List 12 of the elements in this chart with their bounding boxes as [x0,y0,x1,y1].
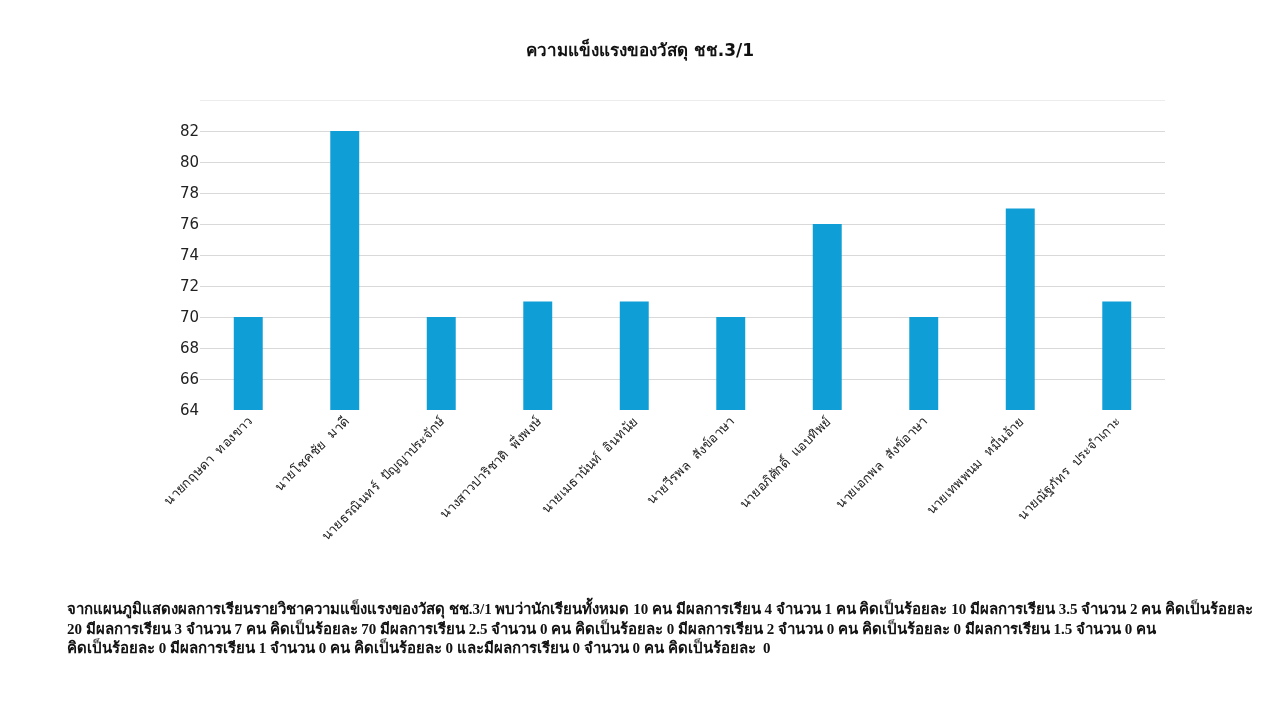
y-tick-label: 78 [179,184,199,203]
y-tick-label: 64 [179,401,199,420]
y-tick-label: 74 [179,246,199,265]
chart-title: ความแข็งแรงของวัสดุ ชช.3/1 [525,38,755,62]
y-tick-label: 76 [179,215,199,234]
y-tick-label: 68 [179,339,199,358]
y-tick-label: 82 [179,122,199,141]
y-tick-label: 72 [179,277,199,296]
y-tick-label: 80 [179,153,199,172]
text: จากแผนภูมิแสดงผลการเรียนรายวิชาความแข็งแรงของวัสดุ ชช.3/1 พบว่านักเรียนทั้งหมด 10 คน มีผลการเรียน 4 จำนวน 1 คน คิดเป็นร้อยละ 10 มีผลการเรียน 3.5 จำนวน 2 คน คิดเป็นร้อยละ 20 มีผลการเรียน 3 จำนวน 7 คน คิดเป็นร้อยละ 70 มีผลการเรียน 2.5 จำนวน 0 คน คิดเป็นร้อยละ 0 มีผลการเรียน 2 จำนวน 0 คน คิดเป็นร้อยละ 0 มีผลการเรียน 1.5 จำนวน 0 คน คิดเป็นร้อยละ 0 มีผลการเรียน 1 จำนวน 0 คน คิดเป็นร้อยละ 0 และมีผลการเรียน 0 จำนวน 0 คน คิดเป็นร้อยละ 0 [67,597,1257,656]
y-tick-label: 66 [179,370,199,389]
y-tick-label: 70 [179,308,199,327]
